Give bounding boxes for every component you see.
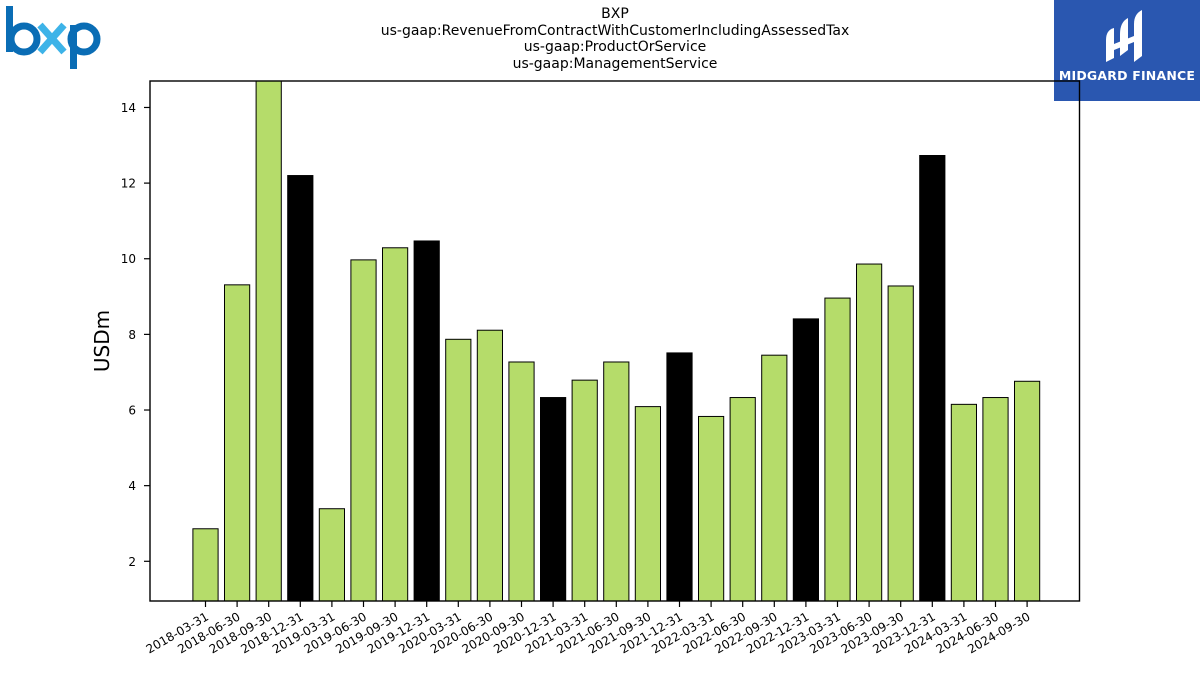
y-axis: 2 4 6 8 10 12 14	[121, 101, 150, 569]
y-tick-label: 2	[128, 555, 136, 569]
y-tick-label: 4	[128, 479, 136, 493]
y-tick-label: 12	[121, 177, 136, 191]
bar-2023-09-30	[887, 285, 914, 602]
bar-2019-03-31	[318, 508, 345, 602]
bar-2023-12-31	[919, 155, 946, 602]
bar-2018-12-31	[287, 175, 314, 602]
bar-2018-03-31	[192, 528, 219, 602]
bar-2021-06-30	[603, 361, 630, 602]
bar-2021-12-31	[666, 352, 693, 602]
bar-2018-09-30	[255, 80, 282, 602]
bar-2021-09-30	[634, 406, 661, 602]
plot-frame	[149, 80, 1081, 602]
chart-title-block: BXP us-gaap:RevenueFromContractWithCusto…	[0, 6, 1200, 72]
chart-title-line: BXP	[601, 6, 629, 22]
y-tick-label: 14	[121, 101, 136, 115]
bar-2023-03-31	[824, 297, 851, 602]
bar-2022-12-31	[792, 318, 819, 602]
y-tick-label: 8	[128, 328, 136, 342]
midgard-finance-wordmark: MIDGARD FINANCE	[1058, 68, 1196, 83]
bar-2021-03-31	[571, 379, 598, 602]
bxp-logo	[4, 4, 104, 74]
x-axis: 2018-03-312018-06-302018-09-302018-12-31…	[144, 601, 1033, 656]
chart-title-line: us-gaap:ProductOrService	[523, 39, 707, 55]
bar-2020-09-30	[508, 361, 535, 602]
bar-2019-09-30	[382, 247, 409, 602]
chart-title-line: us-gaap:RevenueFromContractWithCustomerI…	[380, 22, 850, 39]
bar-2018-06-30	[224, 284, 251, 602]
bar-2023-06-30	[856, 263, 883, 602]
bar-2019-06-30	[350, 259, 377, 602]
y-axis-label: USDm	[90, 310, 114, 372]
bar-2020-06-30	[476, 329, 503, 602]
bxp-logo-icon	[6, 6, 101, 69]
chart-title-line: us-gaap:ManagementService	[512, 55, 718, 72]
bar-2019-12-31	[413, 240, 440, 602]
midgard-logo-icon	[1106, 10, 1142, 62]
bar-2022-06-30	[729, 397, 756, 602]
midgard-finance-logo: MIDGARD FINANCE	[1054, 0, 1200, 101]
bars-group	[192, 80, 1041, 602]
bar-2024-03-31	[950, 403, 977, 602]
bar-2020-12-31	[540, 397, 567, 602]
bar-2020-03-31	[445, 338, 472, 602]
bar-2022-03-31	[698, 415, 725, 602]
bar-2024-09-30	[1014, 380, 1041, 602]
bar-2024-06-30	[982, 397, 1009, 602]
bar-2022-09-30	[761, 354, 788, 602]
y-tick-label: 6	[128, 404, 136, 418]
y-tick-label: 10	[121, 252, 136, 266]
